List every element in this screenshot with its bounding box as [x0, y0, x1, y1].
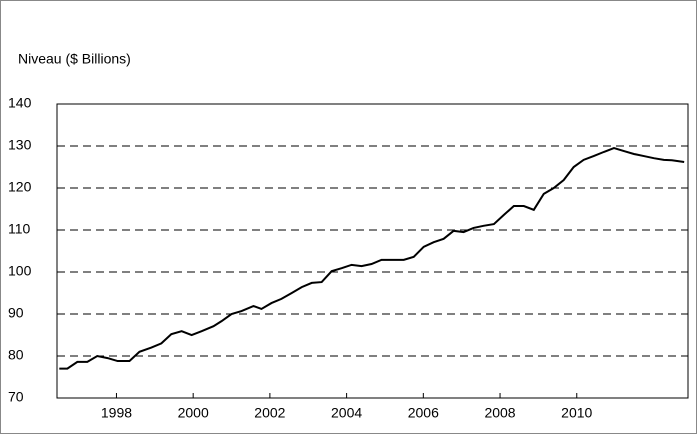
x-tick-label: 2002: [254, 405, 285, 421]
y-tick-label: 140: [8, 95, 32, 111]
y-tick-label: 120: [8, 179, 32, 195]
y-tick-label: 90: [8, 305, 24, 321]
plot-frame: [56, 103, 689, 399]
y-tick-label: 110: [8, 221, 31, 237]
x-tick-label: 1998: [101, 405, 132, 421]
y-tick-label: 80: [8, 347, 24, 363]
data-line: [59, 147, 685, 370]
y-tick-label: 100: [8, 263, 32, 279]
chart-title: Niveau ($ Billions): [18, 51, 131, 67]
x-tick-label: 2004: [331, 405, 362, 421]
x-tick-label: 2006: [408, 405, 439, 421]
x-tick-label: 2010: [561, 405, 592, 421]
y-tick-label: 70: [8, 389, 24, 405]
y-tick-label: 130: [8, 137, 32, 153]
x-tick-label: 2008: [484, 405, 515, 421]
x-tick-label: 2000: [178, 405, 209, 421]
